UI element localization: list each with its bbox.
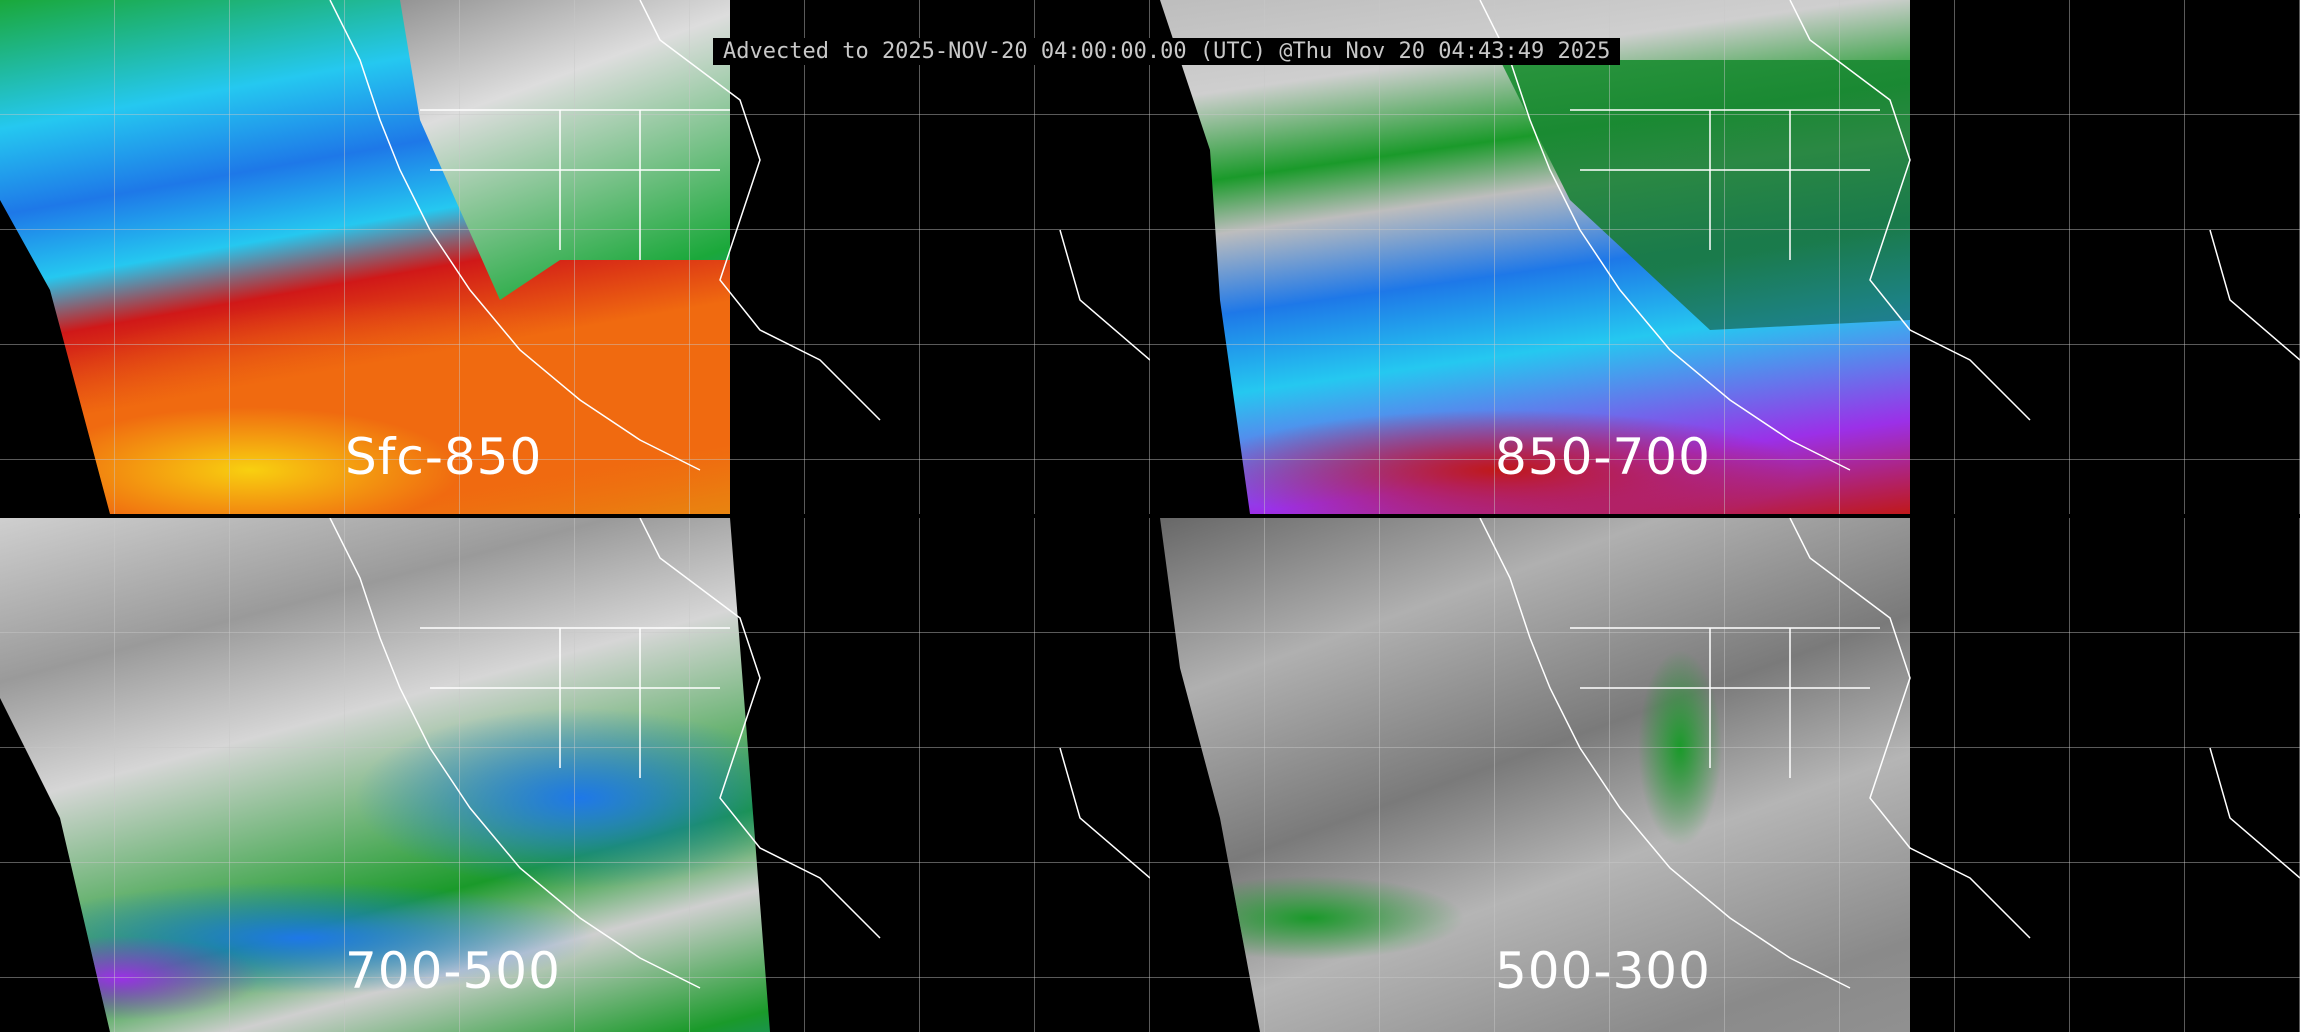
lat-lon-grid [0,0,1150,514]
water-vapor-field [0,518,770,1032]
layer-label: 700-500 [345,942,561,1000]
coastline-path [639,0,881,421]
coastline-path [639,518,881,939]
coastline-overlay [329,518,1150,989]
coastline-path [420,109,730,260]
panel-sfc-850: Sfc-850 [0,0,1150,514]
coastline-path [329,0,701,471]
coastline-path [1059,747,1150,879]
coastline-path [2209,229,2300,361]
coastline-path [1479,0,1851,471]
coastline-path [1789,0,2031,421]
layer-label: 500-300 [1495,942,1711,1000]
lat-lon-grid [1150,518,2300,1032]
coastline-overlay [329,0,1150,471]
coastline-path [1570,109,1880,260]
coastline-path [1479,518,1851,989]
coastline-path [2209,747,2300,879]
panel-700-500: 700-500 [0,518,1150,1032]
lat-lon-grid [0,518,1150,1032]
coastline-path [1789,518,2031,939]
coastline-overlay [1479,518,2300,989]
coastline-path [329,518,701,989]
coastline-path [1059,229,1150,361]
coastline-path [420,627,730,778]
coastline-overlay [1479,0,2300,471]
layer-label: 850-700 [1495,428,1711,486]
panel-850-700: 850-700 [1150,0,2300,514]
advection-timestamp-banner: Advected to 2025-NOV-20 04:00:00.00 (UTC… [713,38,1621,65]
layer-label: Sfc-850 [345,428,543,486]
water-vapor-field [1160,518,1910,1032]
lat-lon-grid [1150,0,2300,514]
panel-500-300: 500-300 [1150,518,2300,1032]
coastline-path [1570,627,1880,778]
